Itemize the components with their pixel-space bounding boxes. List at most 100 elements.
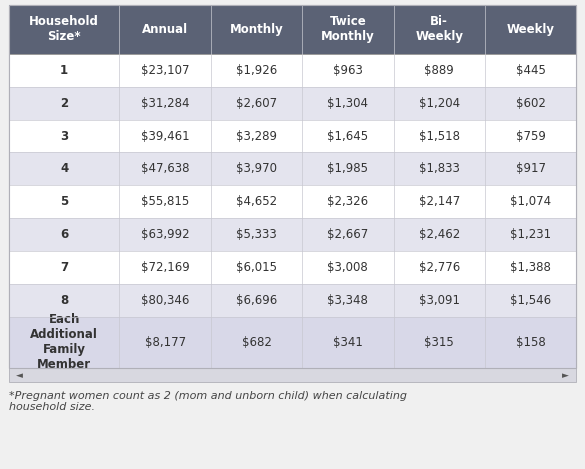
Text: $2,607: $2,607	[236, 97, 277, 110]
Text: $23,107: $23,107	[141, 64, 190, 77]
Text: $682: $682	[242, 336, 271, 349]
Text: $759: $759	[515, 129, 545, 143]
Text: $3,348: $3,348	[328, 294, 369, 307]
Text: $6,696: $6,696	[236, 294, 277, 307]
Bar	[394, 87, 485, 120]
Bar	[211, 152, 302, 185]
Text: $2,462: $2,462	[418, 228, 460, 241]
Bar	[302, 87, 394, 120]
Text: 2: 2	[60, 97, 68, 110]
Bar	[9, 251, 119, 284]
Bar	[9, 87, 119, 120]
Text: 5: 5	[60, 195, 68, 208]
Text: $2,326: $2,326	[327, 195, 369, 208]
Text: $963: $963	[333, 64, 363, 77]
Bar	[485, 218, 576, 251]
Text: $1,985: $1,985	[328, 162, 369, 175]
Bar	[485, 54, 576, 87]
Text: $2,147: $2,147	[418, 195, 460, 208]
Bar	[302, 120, 394, 152]
Bar	[394, 317, 485, 368]
Bar	[9, 152, 119, 185]
Bar	[211, 5, 302, 54]
Bar	[119, 87, 211, 120]
Bar	[394, 284, 485, 317]
Bar	[119, 152, 211, 185]
Bar	[9, 5, 576, 368]
Bar	[119, 5, 211, 54]
Bar	[119, 185, 211, 218]
Text: $3,091: $3,091	[419, 294, 460, 307]
Bar	[394, 5, 485, 54]
Text: $445: $445	[515, 64, 545, 77]
Text: $158: $158	[515, 336, 545, 349]
Text: $55,815: $55,815	[141, 195, 189, 208]
Text: $1,546: $1,546	[510, 294, 551, 307]
Text: *Pregnant women count as 2 (mom and unborn child) when calculating
household siz: *Pregnant women count as 2 (mom and unbo…	[9, 391, 407, 412]
Text: 1: 1	[60, 64, 68, 77]
Bar	[9, 284, 119, 317]
Bar	[302, 5, 394, 54]
Text: 8: 8	[60, 294, 68, 307]
Bar	[211, 284, 302, 317]
Bar	[394, 218, 485, 251]
Bar	[119, 284, 211, 317]
Text: $3,008: $3,008	[328, 261, 368, 274]
Text: $1,304: $1,304	[328, 97, 369, 110]
Text: $8,177: $8,177	[144, 336, 185, 349]
Bar	[302, 152, 394, 185]
Text: $602: $602	[515, 97, 545, 110]
Bar	[485, 284, 576, 317]
Text: $315: $315	[424, 336, 454, 349]
Bar	[485, 185, 576, 218]
Text: $1,645: $1,645	[327, 129, 369, 143]
Bar	[9, 5, 576, 368]
Text: $1,074: $1,074	[510, 195, 551, 208]
Text: $1,926: $1,926	[236, 64, 277, 77]
Text: 7: 7	[60, 261, 68, 274]
Text: $63,992: $63,992	[141, 228, 190, 241]
Text: $1,833: $1,833	[419, 162, 460, 175]
Text: $39,461: $39,461	[141, 129, 190, 143]
Bar	[9, 120, 119, 152]
Text: Bi-
Weekly: Bi- Weekly	[415, 15, 463, 43]
Bar	[394, 120, 485, 152]
Bar	[9, 317, 119, 368]
Bar	[302, 317, 394, 368]
Bar	[119, 251, 211, 284]
Bar	[302, 284, 394, 317]
Bar	[211, 251, 302, 284]
Text: $3,289: $3,289	[236, 129, 277, 143]
Bar	[9, 368, 576, 382]
Text: Each
Additional
Family
Member: Each Additional Family Member	[30, 313, 98, 371]
Bar	[485, 120, 576, 152]
Bar	[211, 87, 302, 120]
Bar	[9, 54, 119, 87]
Text: $3,970: $3,970	[236, 162, 277, 175]
Text: $341: $341	[333, 336, 363, 349]
Text: ►: ►	[562, 371, 569, 380]
Text: $1,204: $1,204	[419, 97, 460, 110]
Text: $1,518: $1,518	[419, 129, 460, 143]
Text: Household
Size*: Household Size*	[29, 15, 99, 43]
Bar	[394, 152, 485, 185]
Text: $72,169: $72,169	[141, 261, 190, 274]
Bar	[119, 120, 211, 152]
Text: $80,346: $80,346	[141, 294, 190, 307]
Bar	[485, 152, 576, 185]
Bar	[485, 5, 576, 54]
Text: Weekly: Weekly	[507, 23, 555, 36]
Text: Twice
Monthly: Twice Monthly	[321, 15, 375, 43]
Text: Annual: Annual	[142, 23, 188, 36]
Text: $4,652: $4,652	[236, 195, 277, 208]
Bar	[9, 218, 119, 251]
Bar	[485, 251, 576, 284]
Text: $31,284: $31,284	[141, 97, 190, 110]
Bar	[211, 120, 302, 152]
Text: $1,231: $1,231	[510, 228, 551, 241]
Bar	[211, 54, 302, 87]
Text: $47,638: $47,638	[141, 162, 190, 175]
Bar	[302, 54, 394, 87]
Bar	[9, 185, 119, 218]
Bar	[211, 185, 302, 218]
